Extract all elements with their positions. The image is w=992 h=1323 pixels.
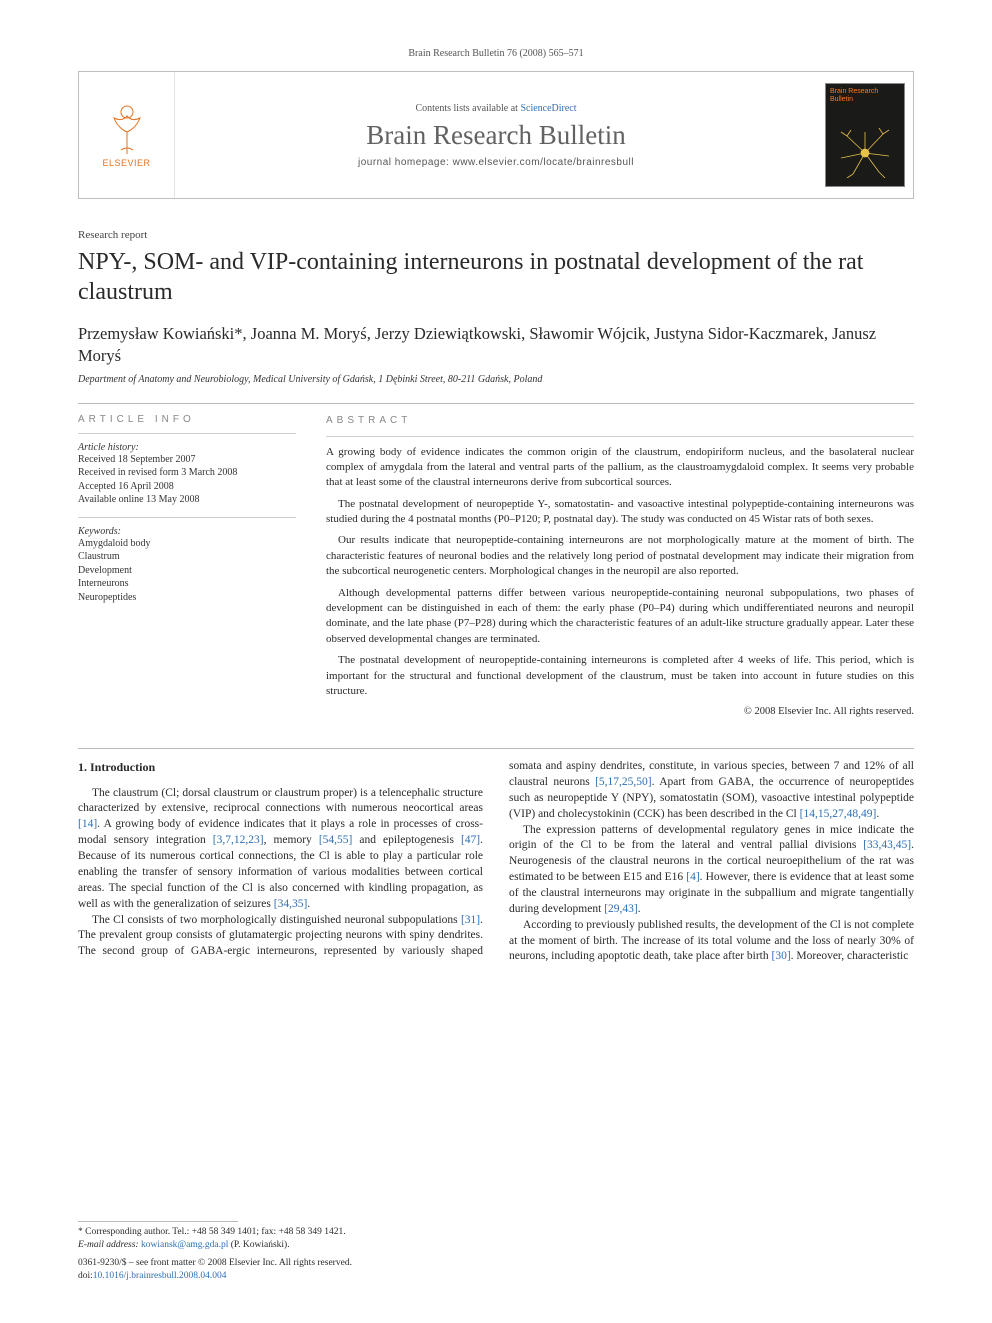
- keyword-item: Neuropeptides: [78, 591, 296, 605]
- cover-title-text: Brain Research Bulletin: [830, 88, 900, 103]
- history-received: Received 18 September 2007: [78, 453, 296, 467]
- doi-line: doi:10.1016/j.brainresbull.2008.04.004: [78, 1270, 914, 1283]
- abstract-body: A growing body of evidence indicates the…: [326, 445, 914, 700]
- contents-available-line: Contents lists available at ScienceDirec…: [415, 103, 576, 114]
- abstract-p1: A growing body of evidence indicates the…: [326, 445, 914, 491]
- corresponding-rule: [78, 1221, 238, 1222]
- body-paragraph: The expression patterns of developmental…: [509, 823, 914, 918]
- running-header: Brain Research Bulletin 76 (2008) 565–57…: [78, 48, 914, 59]
- info-rule-1: [78, 433, 296, 434]
- citation-link[interactable]: [34,35]: [274, 898, 308, 910]
- body-columns: 1. Introduction The claustrum (Cl; dorsa…: [78, 759, 914, 965]
- citation-link[interactable]: [14]: [78, 818, 97, 830]
- body-text: , memory: [264, 834, 319, 846]
- abstract-p5: The postnatal development of neuropeptid…: [326, 653, 914, 699]
- section-heading: 1. Introduction: [78, 759, 483, 776]
- info-abstract-row: ARTICLE INFO Article history: Received 1…: [78, 414, 914, 721]
- citation-link[interactable]: [30]: [772, 950, 791, 962]
- header-rule: [78, 403, 914, 404]
- contents-prefix: Contents lists available at: [415, 103, 520, 114]
- article-info-heading: ARTICLE INFO: [78, 414, 296, 425]
- body-text: The expression patterns of developmental…: [509, 824, 914, 852]
- body-text: and epileptogenesis: [352, 834, 461, 846]
- history-revised: Received in revised form 3 March 2008: [78, 466, 296, 480]
- section-number: 1.: [78, 760, 87, 774]
- body-text: The Cl consists of two morphologically d…: [92, 914, 461, 926]
- citation-link[interactable]: [33,43,45]: [863, 839, 911, 851]
- history-label: Article history:: [78, 442, 296, 453]
- section-title: Introduction: [90, 760, 155, 774]
- body-text: .: [638, 903, 641, 915]
- keyword-item: Claustrum: [78, 550, 296, 564]
- email-paren: (P. Kowiański).: [231, 1240, 290, 1250]
- email-line: E-mail address: kowiansk@amg.gda.pl (P. …: [78, 1239, 914, 1252]
- email-label: E-mail address:: [78, 1240, 139, 1250]
- article-title: NPY-, SOM- and VIP-containing interneuro…: [78, 247, 914, 307]
- body-paragraph: The claustrum (Cl; dorsal claustrum or c…: [78, 786, 483, 913]
- body-text: .: [307, 898, 310, 910]
- article-info-column: ARTICLE INFO Article history: Received 1…: [78, 414, 296, 721]
- citation-link[interactable]: [4]: [686, 871, 699, 883]
- doi-link[interactable]: 10.1016/j.brainresbull.2008.04.004: [93, 1271, 227, 1281]
- cover-neuron-icon: [826, 128, 904, 178]
- abstract-p3: Our results indicate that neuropeptide-c…: [326, 533, 914, 579]
- history-accepted: Accepted 16 April 2008: [78, 480, 296, 494]
- sciencedirect-link[interactable]: ScienceDirect: [520, 103, 576, 114]
- body-text: The claustrum (Cl; dorsal claustrum or c…: [78, 787, 483, 815]
- masthead-center: Contents lists available at ScienceDirec…: [175, 72, 817, 198]
- keywords-label: Keywords:: [78, 526, 296, 537]
- abstract-copyright: © 2008 Elsevier Inc. All rights reserved…: [326, 705, 914, 720]
- journal-homepage: journal homepage: www.elsevier.com/locat…: [358, 157, 634, 168]
- info-rule-2: [78, 517, 296, 518]
- publisher-logo-box: ELSEVIER: [79, 72, 175, 198]
- affiliation: Department of Anatomy and Neurobiology, …: [78, 374, 914, 385]
- body-text: .: [876, 808, 879, 820]
- keyword-item: Development: [78, 564, 296, 578]
- elsevier-tree-icon: [104, 102, 150, 156]
- publisher-logo-text: ELSEVIER: [102, 158, 150, 168]
- citation-link[interactable]: [3,7,12,23]: [213, 834, 264, 846]
- keyword-item: Interneurons: [78, 577, 296, 591]
- abstract-rule: [326, 436, 914, 437]
- mid-rule: [78, 748, 914, 749]
- issn-line: 0361-9230/$ – see front matter © 2008 El…: [78, 1257, 914, 1270]
- keyword-item: Amygdaloid body: [78, 537, 296, 551]
- journal-masthead: ELSEVIER Contents lists available at Sci…: [78, 71, 914, 199]
- abstract-heading: ABSTRACT: [326, 414, 914, 428]
- body-paragraph: According to previously published result…: [509, 918, 914, 966]
- abstract-column: ABSTRACT A growing body of evidence indi…: [326, 414, 914, 721]
- citation-link[interactable]: [54,55]: [319, 834, 353, 846]
- journal-cover-thumb: Brain Research Bulletin: [825, 83, 905, 187]
- citation-link[interactable]: [29,43]: [604, 903, 638, 915]
- citation-link[interactable]: [31]: [461, 914, 480, 926]
- page-footer: * Corresponding author. Tel.: +48 58 349…: [78, 1221, 914, 1283]
- journal-cover-box: Brain Research Bulletin: [817, 72, 913, 198]
- doi-label: doi:: [78, 1271, 93, 1281]
- citation-link[interactable]: [14,15,27,48,49]: [800, 808, 877, 820]
- abstract-p4: Although developmental patterns differ b…: [326, 586, 914, 648]
- citation-link[interactable]: [5,17,25,50]: [595, 776, 652, 788]
- authors-line: Przemysław Kowiański*, Joanna M. Moryś, …: [78, 323, 914, 368]
- abstract-p2: The postnatal development of neuropeptid…: [326, 497, 914, 528]
- history-online: Available online 13 May 2008: [78, 493, 296, 507]
- article-type: Research report: [78, 229, 914, 241]
- body-text: . Moreover, characteristic: [791, 950, 909, 962]
- journal-name: Brain Research Bulletin: [366, 120, 625, 151]
- citation-link[interactable]: [47]: [461, 834, 480, 846]
- email-link[interactable]: kowiansk@amg.gda.pl: [141, 1240, 228, 1250]
- corresponding-author: * Corresponding author. Tel.: +48 58 349…: [78, 1226, 914, 1239]
